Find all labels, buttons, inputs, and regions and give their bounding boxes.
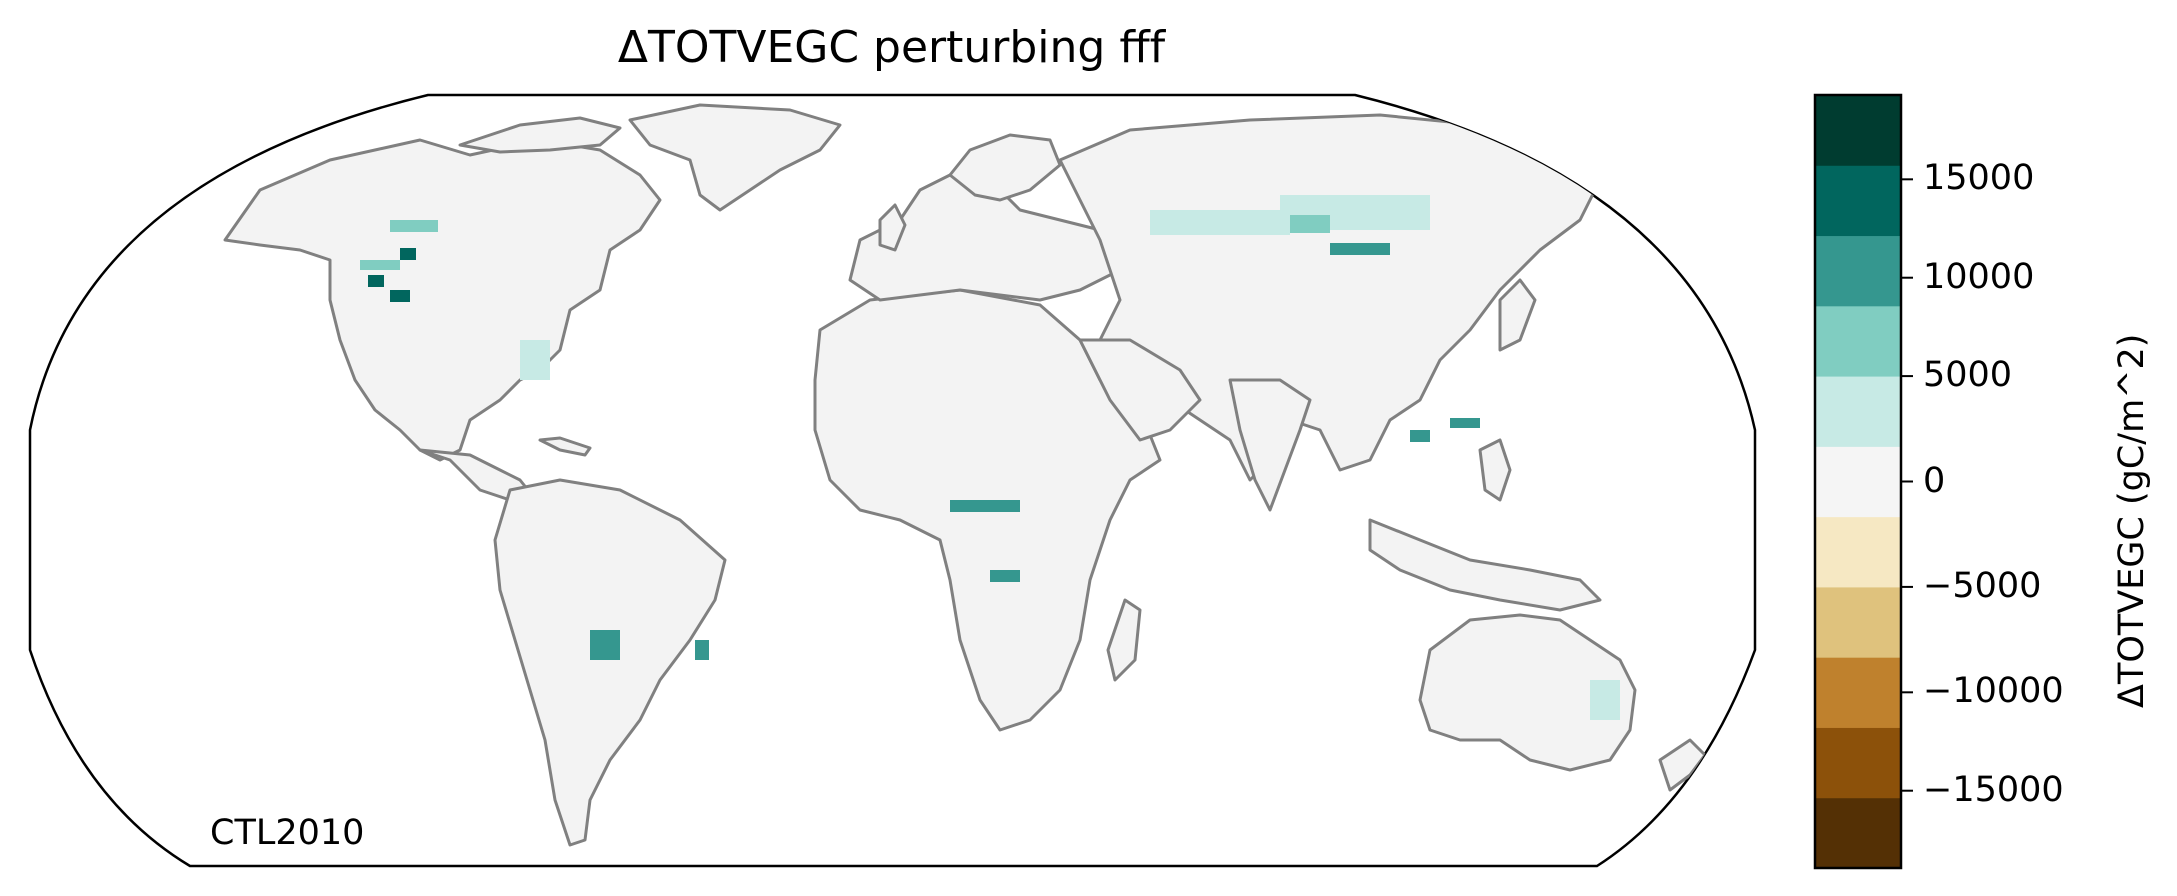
south-america bbox=[493, 478, 727, 847]
japan bbox=[1498, 278, 1537, 352]
colorbar-ticks bbox=[1901, 178, 1913, 792]
philippines bbox=[1478, 438, 1512, 502]
land-layer bbox=[223, 103, 1707, 847]
cell-congo bbox=[950, 500, 1020, 512]
colorbar-bin bbox=[1815, 727, 1901, 799]
colorbar-bin bbox=[1815, 586, 1901, 658]
cell-sib-4 bbox=[1330, 243, 1390, 255]
caribbean-islands bbox=[538, 436, 592, 457]
cell-wna-3 bbox=[368, 275, 384, 287]
colorbar-bin bbox=[1815, 376, 1901, 447]
indian-subcontinent bbox=[1228, 378, 1312, 512]
madagascar bbox=[1106, 598, 1142, 682]
colorbar-bins bbox=[1815, 95, 1901, 869]
cell-sib-3 bbox=[1290, 215, 1330, 233]
colorbar-bin bbox=[1815, 446, 1901, 518]
map-title: ΔTOTVEGC perturbing fff bbox=[617, 22, 1166, 73]
australia bbox=[1418, 613, 1637, 772]
cell-sea-2 bbox=[1450, 418, 1480, 428]
cell-sea-1 bbox=[1410, 430, 1430, 442]
colorbar-label: ΔTOTVEGC (gC/m^2) bbox=[2112, 333, 2152, 708]
world-map bbox=[28, 93, 1757, 868]
new-zealand bbox=[1658, 738, 1707, 792]
colorbar-tick-label: −15000 bbox=[1923, 769, 2064, 810]
cell-wna-4 bbox=[390, 290, 410, 302]
colorbar-tick-label: 0 bbox=[1923, 460, 1946, 501]
colorbar-bin bbox=[1815, 516, 1901, 588]
cell-wna-2 bbox=[400, 248, 416, 260]
colorbar-bin bbox=[1815, 95, 1901, 166]
cell-brazil-1 bbox=[590, 630, 620, 660]
colorbar-bin bbox=[1815, 657, 1901, 728]
british-isles bbox=[878, 203, 907, 252]
colorbar-tick-label: 5000 bbox=[1923, 355, 2013, 396]
colorbar-tick-label: −5000 bbox=[1923, 565, 2042, 606]
cell-congo-2 bbox=[990, 570, 1020, 582]
colorbar-tick-label: 15000 bbox=[1923, 158, 2035, 199]
maritime-southeast-asia bbox=[1368, 518, 1602, 612]
delta-cells bbox=[360, 195, 1620, 720]
cell-brazil-2 bbox=[695, 640, 709, 660]
colorbar-bin bbox=[1815, 797, 1901, 869]
cell-sib-1 bbox=[1150, 210, 1290, 235]
arctic-islands bbox=[458, 116, 622, 154]
cell-se-usa bbox=[520, 340, 550, 380]
arabian-peninsula bbox=[1078, 338, 1202, 442]
cell-wna-5 bbox=[360, 260, 400, 270]
colorbar-tick-label: −10000 bbox=[1923, 671, 2064, 712]
colorbar-bin bbox=[1815, 305, 1901, 377]
greenland bbox=[628, 103, 842, 212]
colorbar-bin bbox=[1815, 165, 1901, 237]
cell-wna-1 bbox=[390, 220, 438, 232]
colorbar-tick-label: 10000 bbox=[1923, 256, 2035, 297]
colorbar-bin bbox=[1815, 235, 1901, 307]
experiment-label: CTL2010 bbox=[210, 813, 365, 853]
cell-aus bbox=[1590, 680, 1620, 720]
scandinavia bbox=[948, 133, 1062, 202]
